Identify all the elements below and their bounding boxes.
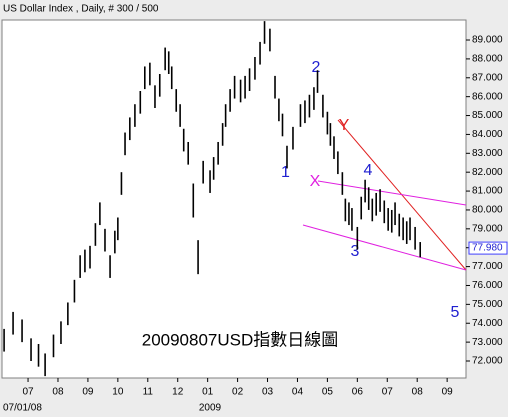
y-tick-label: 89.000	[472, 35, 503, 46]
chart-title: US Dollar Index , Daily, # 300 / 500	[3, 4, 159, 15]
x-tick-label: 12	[172, 387, 184, 398]
wave-label: 5	[451, 304, 460, 321]
y-tick-label: 84.000	[472, 129, 503, 140]
x-tick-label: 01	[202, 387, 214, 398]
last-value-box	[468, 241, 508, 255]
x-tick-label: 08	[52, 387, 64, 398]
y-tick-label: 73.000	[472, 337, 503, 348]
y-tick-label: 83.000	[472, 148, 503, 159]
y-tick-label: 86.000	[472, 91, 503, 102]
x-tick-label: 08	[412, 387, 424, 398]
y-tick-label: 85.000	[472, 110, 503, 121]
wave-label: 3	[351, 243, 360, 260]
y-tick-label: 72.000	[472, 356, 503, 367]
point-label: X	[310, 173, 321, 190]
x-tick-label: 09	[442, 387, 454, 398]
y-tick-label: 80.000	[472, 205, 503, 216]
x-tick-label: 09	[82, 387, 94, 398]
y-tick-label: 82.000	[472, 167, 503, 178]
y-tick-label: 76.000	[472, 280, 503, 291]
wave-label: 1	[281, 164, 290, 181]
x-tick-label: 07	[22, 387, 34, 398]
x-start-label: 07/01/08	[3, 403, 42, 414]
wave-label: 4	[364, 162, 373, 179]
y-tick-label: 81.000	[472, 186, 503, 197]
x-tick-label: 05	[322, 387, 334, 398]
x-tick-label: 07	[382, 387, 394, 398]
chart-subtitle: 20090807USD指數日線圖	[142, 330, 339, 349]
y-tick-label: 79.000	[472, 223, 503, 234]
plot-area	[1, 19, 467, 379]
x-tick-label: 02	[232, 387, 244, 398]
year-label: 2009	[199, 403, 222, 414]
y-tick-label: 87.000	[472, 72, 503, 83]
y-tick-label: 77.000	[472, 261, 503, 272]
x-tick-label: 04	[292, 387, 304, 398]
x-tick-label: 03	[262, 387, 274, 398]
x-tick-label: 10	[112, 387, 124, 398]
y-tick-label: 88.000	[472, 54, 503, 65]
last-value-label: 77.980	[472, 243, 503, 254]
wave-label: 2	[312, 59, 321, 76]
y-tick-label: 75.000	[472, 299, 503, 310]
channel-line	[302, 224, 467, 271]
y-tick-label: 74.000	[472, 318, 503, 329]
point-label: Y	[339, 117, 350, 134]
x-tick-label: 06	[352, 387, 364, 398]
x-tick-label: 11	[143, 387, 154, 398]
